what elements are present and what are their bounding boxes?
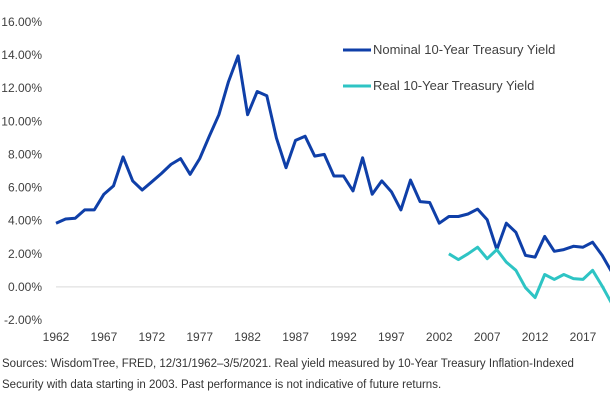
x-tick-label: 1997 xyxy=(378,330,405,344)
x-tick-label: 1982 xyxy=(234,330,261,344)
x-tick-label: 2002 xyxy=(426,330,453,344)
y-axis-tick-labels: -2.00% 0.00% 2.00% 4.00% 6.00% 8.00% 10.00% 12.… xyxy=(1,15,42,327)
x-tick-label: 1987 xyxy=(282,330,309,344)
y-tick-label: 8.00% xyxy=(8,147,42,161)
x-tick-label: 1977 xyxy=(186,330,213,344)
y-tick-label: 10.00% xyxy=(1,114,42,128)
x-tick-label: 1962 xyxy=(43,330,70,344)
y-tick-label: 2.00% xyxy=(8,247,42,261)
x-tick-label: 1972 xyxy=(138,330,165,344)
y-tick-label: 6.00% xyxy=(8,181,42,195)
x-axis-tick-labels: 1962 1967 1972 1977 1982 1987 1992 1997 2002 2007… xyxy=(43,330,597,344)
x-tick-label: 2007 xyxy=(474,330,501,344)
legend: Nominal 10-Year Treasury Yield Real 10-Y… xyxy=(343,42,555,93)
x-tick-label: 1992 xyxy=(330,330,357,344)
yield-chart: -2.00% 0.00% 2.00% 4.00% 6.00% 8.00% 10.00% 12.… xyxy=(1,15,610,344)
x-tick-label: 2012 xyxy=(522,330,549,344)
y-tick-label: 16.00% xyxy=(1,15,42,29)
legend-label-real: Real 10-Year Treasury Yield xyxy=(373,78,534,93)
x-tick-label: 1967 xyxy=(91,330,118,344)
y-tick-label: 0.00% xyxy=(8,280,42,294)
series-line-real xyxy=(448,245,610,304)
source-note: Sources: WisdomTree, FRED, 12/31/1962–3/… xyxy=(2,358,574,391)
y-tick-label: 4.00% xyxy=(8,214,42,228)
series-line-nominal xyxy=(55,54,610,273)
x-tick-label: 2017 xyxy=(570,330,597,344)
series-lines xyxy=(55,54,610,304)
y-tick-label: -2.00% xyxy=(4,313,42,327)
y-tick-label: 14.00% xyxy=(1,48,42,62)
legend-label-nominal: Nominal 10-Year Treasury Yield xyxy=(373,42,555,57)
y-tick-label: 12.00% xyxy=(1,81,42,95)
